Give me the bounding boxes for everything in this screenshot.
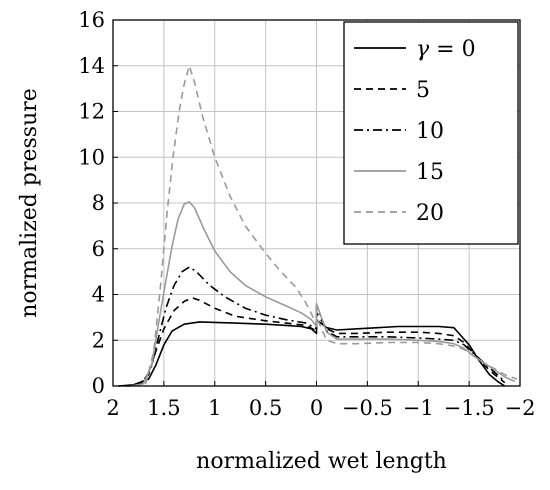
legend-label: 5 (416, 78, 430, 103)
series-line-gamma-5 (125, 297, 506, 387)
y-tick-label: 16 (78, 8, 105, 32)
x-tick-label: −2 (505, 396, 536, 420)
legend-label: 15 (416, 160, 444, 185)
y-tick-label: 6 (92, 237, 105, 261)
y-tick-label: 10 (78, 145, 105, 169)
x-axis-ticks: 2 1.5 1 0.5 0 −0.5 −1 −1.5 −2 (106, 381, 535, 420)
x-tick-label: 1.5 (147, 396, 180, 420)
y-tick-label: 12 (78, 100, 105, 124)
series-line-gamma-20 (133, 65, 518, 387)
legend: γ = 0 5 10 15 20 (343, 21, 519, 245)
y-tick-label: 8 (92, 191, 105, 215)
legend-label: γ = 0 (416, 37, 476, 62)
y-tick-label: 2 (92, 328, 105, 352)
series-line-gamma-10 (128, 266, 506, 387)
x-tick-label: −1 (403, 396, 434, 420)
x-tick-label: −1.5 (444, 396, 495, 420)
x-axis-title: normalized wet length (196, 449, 447, 474)
legend-label: 20 (416, 201, 444, 226)
y-axis-ticks: 0 2 4 6 8 10 12 14 16 (78, 8, 118, 398)
y-axis-title: normalized pressure (17, 88, 42, 318)
legend-label: 10 (416, 119, 444, 144)
series-line-gamma-0 (118, 318, 506, 387)
y-tick-label: 14 (78, 54, 105, 78)
x-tick-label: 0.5 (249, 396, 282, 420)
series-lines (118, 65, 518, 387)
x-tick-label: 1 (208, 396, 221, 420)
legend-box (343, 21, 519, 245)
x-tick-label: −0.5 (342, 396, 393, 420)
x-tick-label: 0 (310, 396, 323, 420)
x-tick-label: 2 (106, 396, 119, 420)
series-line-gamma-15 (131, 201, 516, 387)
y-tick-label: 0 (92, 374, 105, 398)
y-tick-label: 4 (92, 283, 105, 307)
